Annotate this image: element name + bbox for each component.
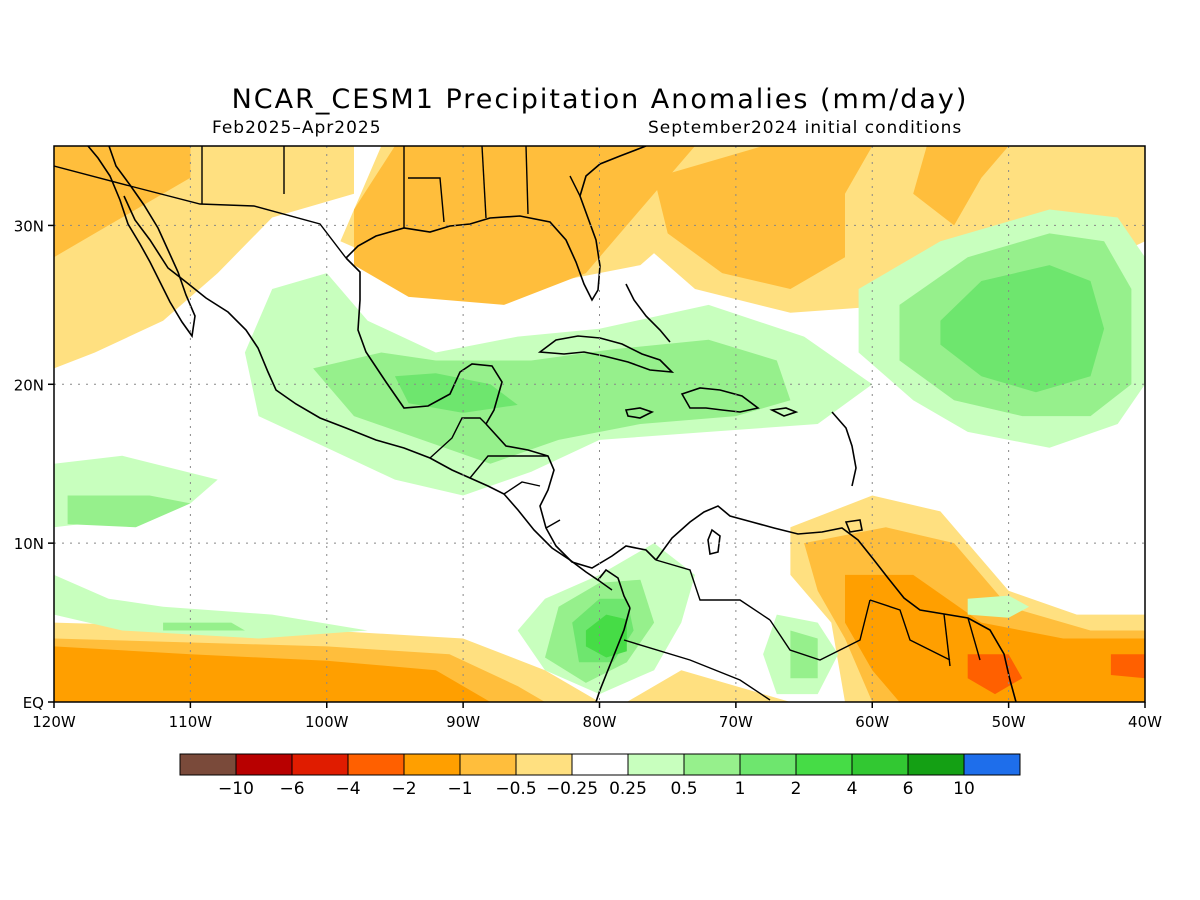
coastline-puerto-rico	[769, 407, 799, 417]
coastline-cuba	[537, 335, 675, 373]
colorbar-swatch-8	[627, 753, 685, 776]
anomaly-region-25	[163, 622, 245, 631]
coastline-lake-maracaibo	[707, 528, 721, 555]
colorbar-swatch-9	[683, 753, 741, 776]
anomaly-region-18	[54, 574, 368, 639]
anomaly-region-12	[54, 646, 491, 702]
coastline-jamaica	[624, 407, 655, 419]
colorbar-label-2: −4	[335, 779, 360, 799]
colorbar-swatch-6	[515, 753, 573, 776]
anomaly-region-31	[940, 265, 1105, 393]
colorbar-swatch-13	[907, 753, 965, 776]
colorbar-label-0: −10	[218, 779, 254, 799]
colorbar-swatch-4	[403, 753, 461, 776]
colorbar-swatch-11	[795, 753, 853, 776]
colorbar-label-13: 10	[953, 779, 975, 799]
coastline-baja	[87, 146, 196, 339]
anomaly-region-15	[1110, 654, 1145, 679]
lon-tick-label-2: 100W	[305, 713, 349, 731]
colorbar-label-1: −6	[279, 779, 304, 799]
lon-tick-label-3: 90W	[446, 713, 480, 731]
anomaly-region-8	[654, 146, 873, 289]
anomaly-region-24	[67, 495, 191, 528]
colorbar-label-3: −2	[391, 779, 416, 799]
country-borders	[54, 146, 981, 701]
lat-tick-label-0: 30N	[14, 217, 44, 235]
coastlines	[54, 146, 1017, 702]
colorbar-swatch-1	[235, 753, 293, 776]
colorbar-label-8: 0.5	[670, 779, 697, 799]
anomaly-region-6	[54, 146, 191, 258]
colorbar-label-5: −0.5	[495, 779, 536, 799]
lat-tick-label-2: 10N	[14, 535, 44, 553]
colorbar-swatch-12	[851, 753, 909, 776]
anomaly-region-9	[913, 146, 1009, 226]
colorbar-label-7: 0.25	[609, 779, 647, 799]
colorbar-swatch-2	[291, 753, 349, 776]
coastline-pacific-mexico	[123, 195, 631, 609]
lon-tick-label-6: 60W	[855, 713, 889, 731]
colorbar-label-4: −1	[447, 779, 472, 799]
anomaly-region-7	[354, 146, 695, 305]
coastline-hispaniola	[680, 387, 760, 413]
anomaly-shading	[54, 146, 1145, 702]
lon-tick-label-0: 120W	[32, 713, 76, 731]
forecast-period: Feb2025–Apr2025	[212, 118, 382, 138]
colorbar-swatch-0	[179, 753, 237, 776]
anomaly-region-4	[626, 670, 791, 702]
anomaly-region-29	[394, 373, 518, 413]
lon-tick-label-8: 40W	[1128, 713, 1162, 731]
lat-tick-label-3: EQ	[23, 694, 44, 712]
colorbar-label-11: 4	[847, 779, 858, 799]
coastline-trinidad	[844, 519, 863, 533]
coastline-gulf-mexico	[345, 257, 503, 425]
colorbar-swatch-14	[963, 753, 1021, 776]
colorbar-label-10: 2	[791, 779, 802, 799]
anomaly-region-22	[967, 595, 1030, 618]
coastline-bahamas	[625, 283, 671, 343]
colorbar-swatch-5	[459, 753, 517, 776]
lat-tick-label-1: 20N	[14, 376, 44, 394]
colorbar: −10 −6 −4 −2 −1 −0.5 −0.25 0.25 0.5 1 2 4 6 10	[179, 753, 1021, 799]
chart-title: NCAR_CESM1 Precipitation Anomalies (mm/d…	[231, 84, 969, 115]
gridlines	[54, 146, 1145, 702]
colorbar-swatch-7	[571, 753, 629, 776]
coastline-south-america-north	[655, 505, 1017, 702]
initial-conditions: September2024 initial conditions	[648, 118, 963, 138]
lon-tick-label-5: 70W	[719, 713, 753, 731]
colorbar-label-9: 1	[735, 779, 746, 799]
coastline-us-gulf	[345, 146, 647, 302]
colorbar-swatch-3	[347, 753, 405, 776]
colorbar-label-6: −0.25	[546, 779, 598, 799]
colorbar-label-12: 6	[903, 779, 914, 799]
lon-tick-label-4: 80W	[583, 713, 617, 731]
lon-tick-label-7: 50W	[992, 713, 1026, 731]
coastline-lesser-antilles	[831, 411, 857, 487]
anomaly-region-14	[967, 654, 1023, 695]
colorbar-swatch-10	[739, 753, 797, 776]
lon-tick-label-1: 110W	[169, 713, 213, 731]
